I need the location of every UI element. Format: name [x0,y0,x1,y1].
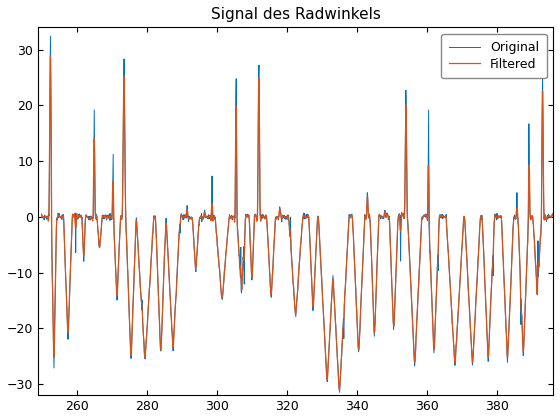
Line: Original: Original [41,36,553,392]
Original [550,211,557,216]
Original [295,273,302,278]
Original [525,223,531,228]
Original [314,222,320,227]
Filtered [248,257,254,262]
Original [457,269,464,274]
Original [336,390,343,395]
Filtered [267,274,273,279]
Original [38,211,45,216]
Filtered [457,270,464,276]
Filtered [38,212,45,217]
Filtered [550,211,557,216]
Original [248,257,254,262]
Filtered [336,387,343,392]
Legend: Original, Filtered: Original, Filtered [441,34,547,78]
Filtered [314,223,320,228]
Filtered [47,53,54,58]
Title: Signal des Radwinkels: Signal des Radwinkels [211,7,381,22]
Original [267,272,273,277]
Filtered [525,214,531,219]
Filtered [295,271,302,276]
Line: Filtered: Filtered [41,55,553,390]
Original [47,34,54,39]
